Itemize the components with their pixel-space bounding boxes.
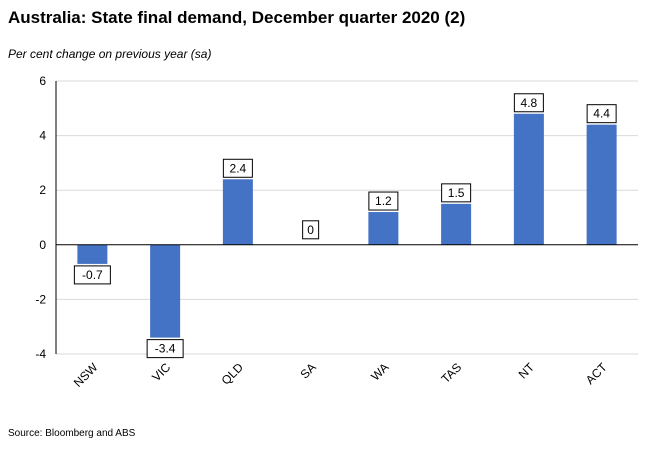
bar-tas	[441, 203, 472, 245]
bar-nsw	[77, 244, 108, 264]
data-label-box	[73, 265, 111, 285]
bars	[77, 113, 617, 338]
x-tick-label: TAS	[438, 360, 464, 386]
y-tick-label: 2	[39, 183, 46, 197]
data-label: 4.4	[593, 107, 610, 121]
data-label: -0.7	[82, 268, 103, 282]
bar-nt	[513, 113, 544, 245]
y-tick-label: 0	[39, 238, 46, 252]
data-labels: -0.7 -3.4 2.4 0 1.2 1.5 4.8 4.4	[73, 93, 617, 359]
y-tick-label: -4	[35, 347, 46, 361]
data-label-box	[586, 104, 617, 124]
bar-vic	[150, 244, 181, 338]
x-tick-label: WA	[368, 360, 391, 383]
chart-title: Australia: State final demand, December …	[8, 8, 466, 27]
axes: -4 -2 0 2 4 6 NSW VIC QLD SA WA TAS NT ACT	[35, 74, 638, 390]
gridlines	[56, 80, 638, 355]
x-tick-label: VIC	[149, 360, 173, 384]
bar-qld	[222, 179, 253, 245]
data-label: 1.2	[375, 194, 392, 208]
bar-wa	[368, 212, 399, 245]
data-label: 4.8	[521, 96, 538, 110]
x-tick-label: ACT	[583, 360, 610, 387]
y-tick-label: 4	[39, 129, 46, 143]
x-tick-label: QLD	[219, 360, 247, 388]
y-tick-label: 6	[39, 74, 46, 88]
data-label-box	[146, 339, 184, 359]
data-label-box	[441, 183, 472, 203]
data-label-box	[368, 191, 399, 211]
source-note: Source: Bloomberg and ABS	[8, 428, 136, 439]
bar-act	[586, 124, 617, 245]
data-label: 1.5	[448, 186, 465, 200]
x-tick-label: NSW	[71, 360, 101, 390]
chart-subtitle: Per cent change on previous year (sa)	[8, 47, 212, 61]
x-tick-label: NT	[516, 360, 538, 382]
x-tick-label: SA	[298, 360, 319, 381]
data-label: 0	[307, 223, 314, 237]
data-label-box	[513, 93, 544, 113]
data-label: -3.4	[155, 342, 176, 356]
y-tick-label: -2	[35, 292, 46, 306]
data-label-box	[222, 158, 253, 178]
data-label-box	[302, 220, 320, 240]
data-label: 2.4	[230, 161, 247, 175]
